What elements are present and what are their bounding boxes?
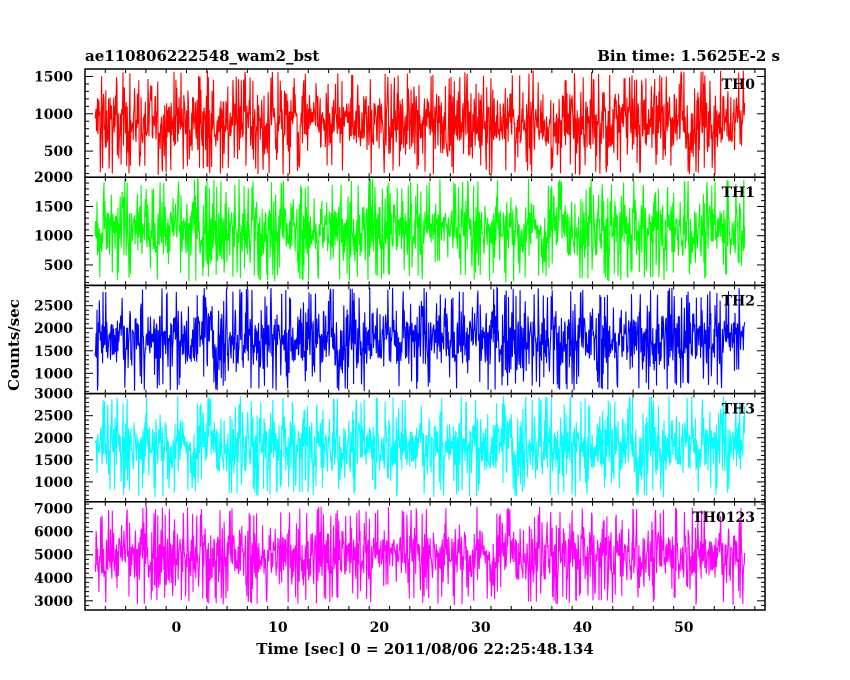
y-tick-label: 500 bbox=[44, 258, 73, 274]
series-line-th0123 bbox=[94, 504, 746, 606]
y-tick-label: 2000 bbox=[34, 431, 73, 447]
chart-title: ae110806222548_wam2_bst bbox=[85, 47, 319, 65]
series-line-th3 bbox=[94, 395, 746, 498]
panel-frame bbox=[84, 501, 766, 611]
y-tick-label: 1000 bbox=[34, 475, 73, 491]
y-tick-label: 1000 bbox=[34, 107, 73, 123]
x-tick-label: 30 bbox=[471, 620, 491, 636]
x-axis-title: Time [sec] 0 = 2011/08/06 22:25:48.134 bbox=[256, 640, 593, 658]
y-tick-label: 5000 bbox=[34, 548, 73, 564]
y-tick-label: 500 bbox=[44, 144, 73, 160]
panel-label-th0: TH0 bbox=[722, 77, 756, 93]
panel-label-th3: TH3 bbox=[722, 402, 755, 418]
panel-th0: 500 1000 1500 TH0 bbox=[34, 68, 766, 178]
panel-th1: 500 1000 1500 2000 TH1 bbox=[34, 170, 766, 287]
y-tick-label: 6000 bbox=[34, 525, 73, 541]
series-line-th0 bbox=[94, 70, 746, 176]
panel-th3: 1000 1500 2000 2500 3000 TH3 bbox=[34, 387, 766, 503]
series-line-th1 bbox=[94, 176, 746, 283]
x-tick-label: 40 bbox=[573, 620, 593, 636]
y-tick-label: 7000 bbox=[34, 502, 73, 518]
panel-label-th0123: TH0123 bbox=[692, 510, 755, 526]
y-tick-label: 1500 bbox=[34, 453, 73, 469]
y-tick-label: 1000 bbox=[34, 366, 73, 382]
y-tick-label: 3000 bbox=[34, 387, 73, 403]
y-tick-label: 1500 bbox=[34, 344, 73, 360]
panel-th2: 1000 1500 2000 2500 TH2 bbox=[34, 284, 766, 395]
panel-label-th2: TH2 bbox=[722, 293, 755, 309]
x-tick-label: 50 bbox=[674, 620, 694, 636]
x-tick-label: 20 bbox=[370, 620, 390, 636]
y-axis-title: Counts/sec bbox=[5, 299, 23, 391]
y-tick-label: 2000 bbox=[34, 321, 73, 337]
y-tick-label: 1500 bbox=[34, 69, 73, 85]
x-tick-label: 10 bbox=[268, 620, 288, 636]
y-tick-label: 2500 bbox=[34, 299, 73, 315]
y-tick-label: 4000 bbox=[34, 571, 73, 587]
bin-time-label: Bin time: 1.5625E-2 s bbox=[597, 47, 780, 65]
series-line-th2 bbox=[94, 286, 746, 392]
y-tick-label: 1000 bbox=[34, 229, 73, 245]
y-tick-label: 1500 bbox=[34, 199, 73, 215]
y-tick-label: 2000 bbox=[34, 170, 73, 186]
y-tick-label: 3000 bbox=[34, 594, 73, 610]
panel-th0123: 3000 4000 5000 6000 7000 TH0123 bbox=[34, 501, 766, 611]
panel-label-th1: TH1 bbox=[722, 185, 755, 201]
y-tick-label: 2500 bbox=[34, 409, 73, 425]
x-tick-label: 0 bbox=[171, 620, 181, 636]
